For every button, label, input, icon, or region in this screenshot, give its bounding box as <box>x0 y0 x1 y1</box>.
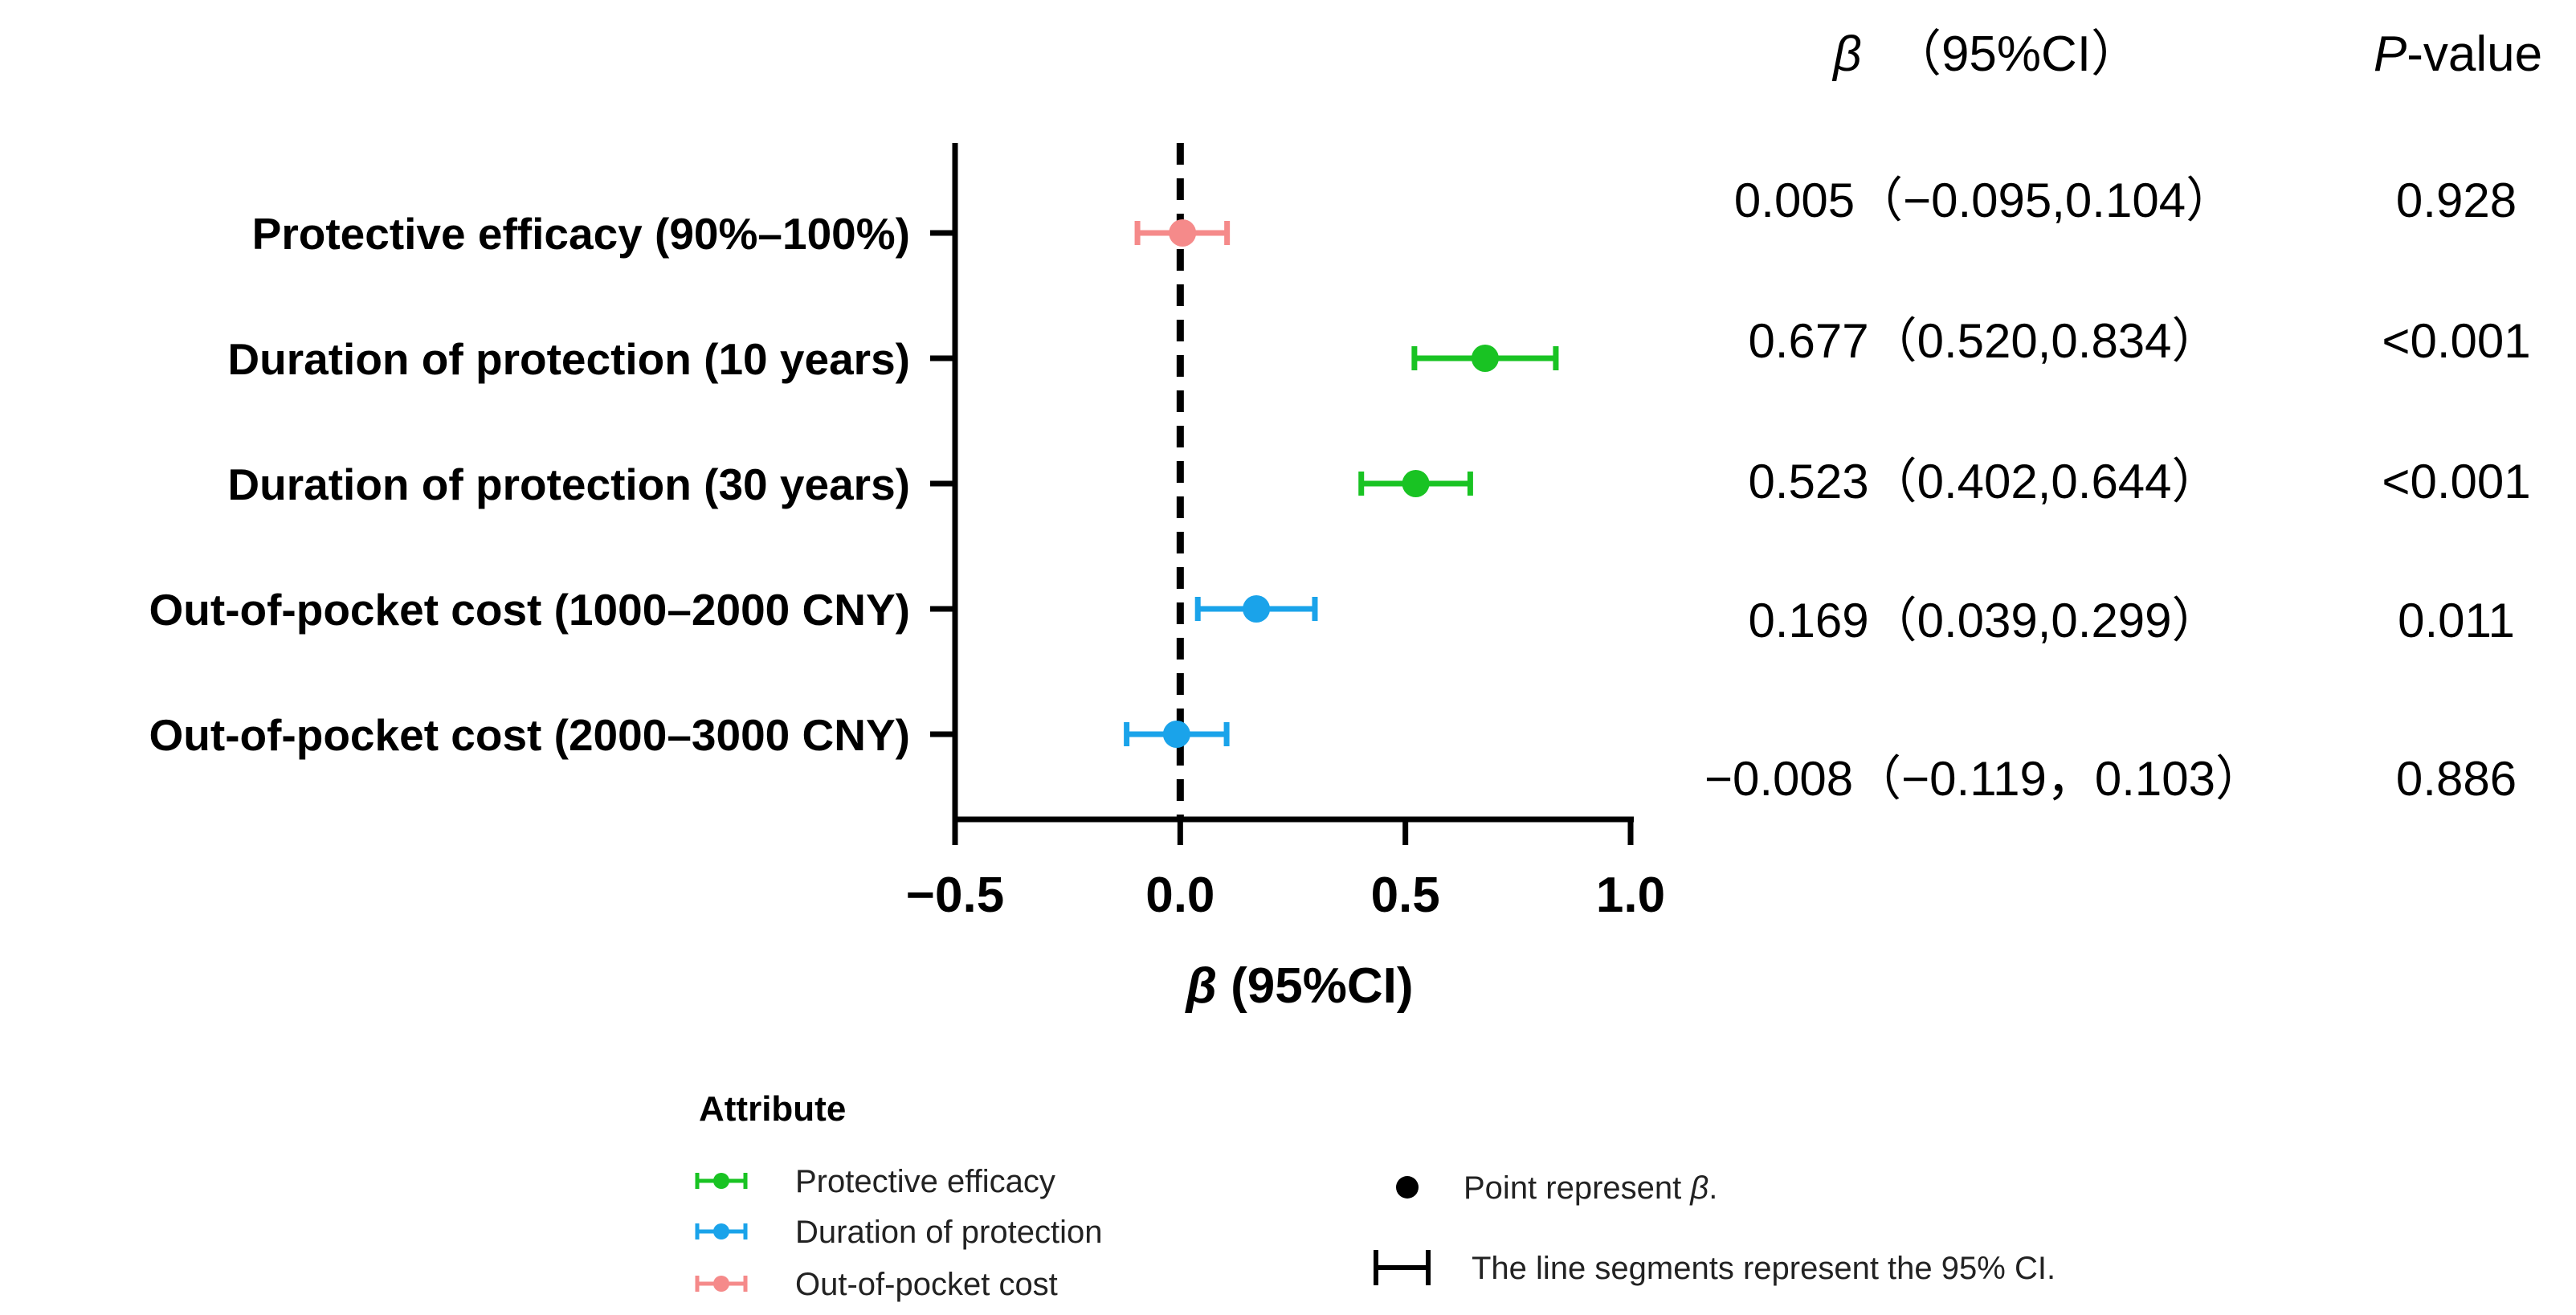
table-header-p-symbol: P <box>2374 27 2407 82</box>
y-ticks <box>930 230 955 737</box>
legend-swatch-point <box>713 1223 729 1239</box>
point-note-prefix: Point represent <box>1464 1170 1690 1206</box>
table-p-text: 0.011 <box>2398 594 2515 647</box>
legend-entry-label: Out-of-pocket cost <box>795 1267 1058 1302</box>
legend-swatch-point <box>713 1276 729 1292</box>
point-note-icon <box>1396 1176 1419 1199</box>
legend-swatch-point <box>713 1173 729 1189</box>
legend-entry-label: Duration of protection <box>795 1215 1102 1250</box>
x-tick-label: −0.5 <box>906 868 1004 923</box>
y-label: Out-of-pocket cost (2000–3000 CNY) <box>149 710 911 760</box>
results-table: 0.005（−0.095,0.104） 0.928 0.677（0.520,0.83… <box>1704 174 2531 806</box>
y-label: Out-of-pocket cost (1000–2000 CNY) <box>149 585 911 635</box>
beta-point <box>1402 470 1430 497</box>
segment-note-icon <box>1374 1250 1431 1285</box>
table-ci-text: 0.169（0.039,0.299） <box>1748 594 2219 647</box>
table-p-text: <0.001 <box>2382 314 2530 368</box>
table-header-p: P-value <box>2374 27 2542 82</box>
table-header-p-rest: -value <box>2407 27 2542 82</box>
y-label: Duration of protection (30 years) <box>227 459 910 509</box>
y-label: Protective efficacy (90%–100%) <box>252 209 910 259</box>
point-note-suffix: . <box>1708 1170 1717 1206</box>
y-label: Duration of protection (10 years) <box>227 334 910 384</box>
table-header-ci: （95%CI） <box>1892 27 2141 82</box>
table-ci-text: −0.008（−0.119，0.103） <box>1704 752 2264 806</box>
point-note: Point represent β. <box>1464 1170 1717 1206</box>
beta-point <box>1243 595 1271 623</box>
beta-point <box>1471 345 1499 372</box>
legend-title: Attribute <box>699 1089 846 1129</box>
table-header-beta: β <box>1831 27 1861 82</box>
table-p-text: 0.928 <box>2396 174 2517 227</box>
x-tick-label: 1.0 <box>1596 868 1665 923</box>
x-axis-label: β (95%CI) <box>1184 958 1413 1014</box>
legend: Protective efficacy Duration of protectio… <box>695 1164 1102 1302</box>
x-ticks: −0.5 0.0 0.5 1.0 <box>906 819 1665 923</box>
x-axis-label-symbol: β <box>1184 958 1216 1014</box>
legend-entry-label: Protective efficacy <box>795 1164 1055 1199</box>
table-p-text: 0.886 <box>2396 752 2517 806</box>
x-axis-label-rest: (95%CI) <box>1217 958 1414 1014</box>
table-ci-text: 0.677（0.520,0.834） <box>1748 314 2219 368</box>
segment-note: The line segments represent the 95% CI. <box>1472 1251 2055 1286</box>
table-p-text: <0.001 <box>2382 455 2530 508</box>
y-labels: Protective efficacy (90%–100%) Duration o… <box>149 209 911 760</box>
beta-point <box>1169 219 1197 247</box>
x-tick-label: 0.0 <box>1145 868 1215 923</box>
beta-point <box>1162 721 1190 748</box>
point-note-symbol: β <box>1689 1170 1708 1206</box>
table-ci-text: 0.005（−0.095,0.104） <box>1734 174 2234 227</box>
x-tick-label: 0.5 <box>1371 868 1440 923</box>
table-ci-text: 0.523（0.402,0.644） <box>1748 455 2219 508</box>
estimates <box>1124 219 1559 748</box>
